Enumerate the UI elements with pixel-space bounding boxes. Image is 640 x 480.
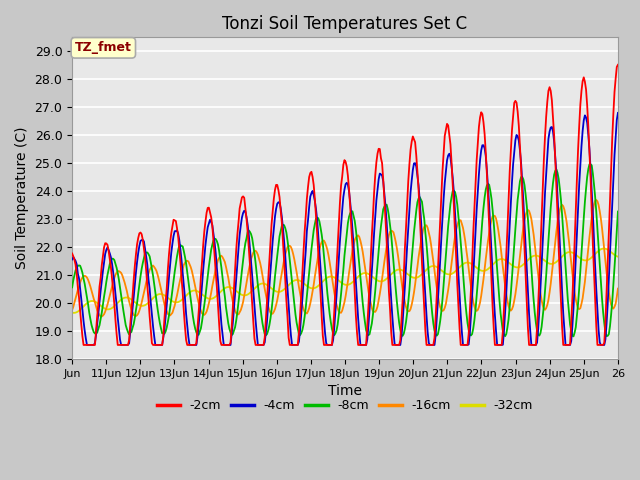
Line: -2cm: -2cm [72,65,618,345]
-8cm [374,262,381,267]
-32cm [239,292,247,298]
-32cm [68,310,76,315]
-8cm [587,161,595,167]
-32cm [300,280,307,286]
Line: -32cm: -32cm [72,249,618,313]
Line: -8cm: -8cm [72,164,618,336]
-8cm [469,325,477,331]
Text: TZ_fmet: TZ_fmet [75,41,132,54]
-8cm [400,331,408,336]
-4cm [614,110,622,116]
-16cm [565,238,573,244]
-2cm [614,62,622,68]
-8cm [298,327,306,333]
-32cm [470,263,478,269]
-2cm [239,193,247,199]
-32cm [614,254,622,260]
-4cm [470,252,478,257]
-16cm [239,299,247,305]
-8cm [614,209,622,215]
Title: Tonzi Soil Temperatures Set C: Tonzi Soil Temperatures Set C [223,15,468,33]
-32cm [70,310,78,316]
-2cm [565,342,573,348]
-4cm [239,210,247,216]
-2cm [470,206,478,212]
-32cm [401,269,409,275]
-8cm [68,285,76,290]
-4cm [300,279,307,285]
-2cm [80,342,88,348]
Legend: -2cm, -4cm, -8cm, -16cm, -32cm: -2cm, -4cm, -8cm, -16cm, -32cm [152,394,538,417]
X-axis label: Time: Time [328,384,362,398]
Line: -16cm: -16cm [72,200,618,316]
-2cm [375,146,383,152]
-4cm [83,342,91,348]
-16cm [593,197,600,203]
-32cm [375,278,383,284]
-8cm [564,297,572,302]
Y-axis label: Soil Temperature (C): Soil Temperature (C) [15,127,29,269]
-16cm [68,307,76,313]
-8cm [570,334,577,339]
-32cm [565,249,573,255]
-16cm [470,303,478,309]
-8cm [238,268,246,274]
-32cm [600,246,608,252]
-4cm [401,284,409,290]
-16cm [300,306,307,312]
-2cm [68,251,76,256]
-2cm [401,246,409,252]
-16cm [375,298,383,303]
-16cm [401,299,409,305]
-4cm [565,342,573,348]
-4cm [375,176,383,182]
-4cm [68,257,76,263]
-16cm [614,286,622,291]
Line: -4cm: -4cm [72,113,618,345]
-16cm [98,313,106,319]
-2cm [300,250,307,255]
